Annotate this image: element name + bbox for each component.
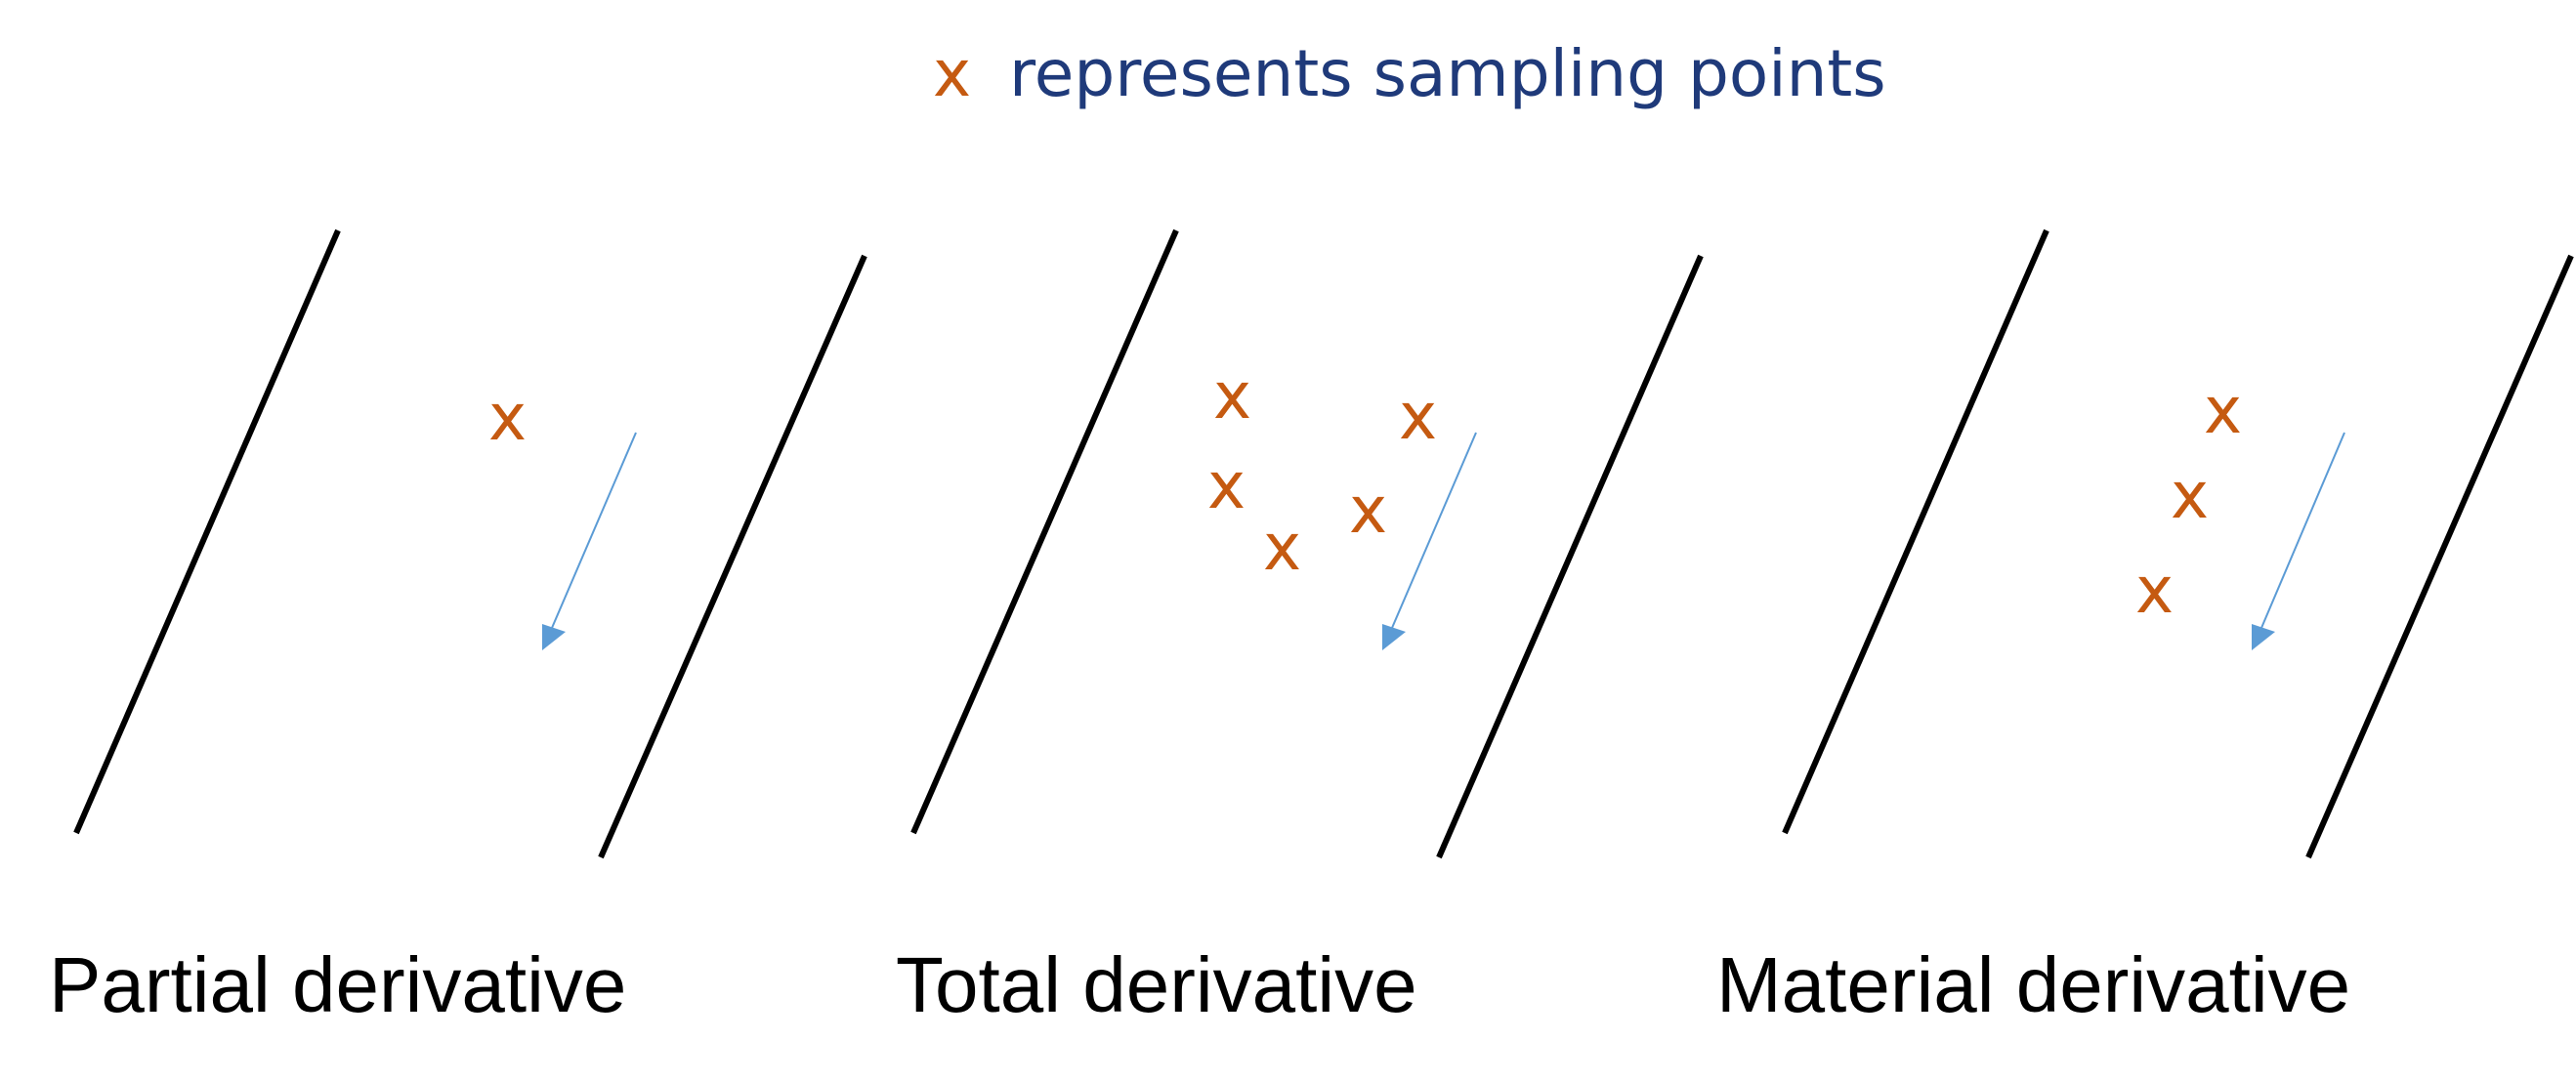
panel-caption: Material derivative: [1716, 941, 2350, 1028]
sampling-point-marker: x: [2204, 373, 2242, 448]
sampling-point-marker: x: [1263, 510, 1301, 585]
sampling-point-marker: x: [1399, 379, 1437, 454]
panel-partial-derivative: x Partial derivative: [49, 229, 867, 1028]
flow-arrow: [1382, 432, 1477, 650]
legend-text: represents sampling points: [1009, 36, 1886, 111]
panel-material-derivative: x x x Material derivative: [1716, 229, 2574, 1028]
sampling-point-marker: x: [2171, 458, 2209, 533]
channel-right-line: [598, 254, 867, 859]
sampling-point-marker: x: [1207, 448, 1246, 523]
channel-right-line: [1436, 254, 1704, 859]
flow-arrow: [2252, 432, 2345, 650]
legend: x represents sampling points: [933, 36, 1886, 111]
channel-left-line: [1782, 229, 2049, 835]
panel-caption: Partial derivative: [49, 941, 626, 1028]
sampling-point-marker: x: [2135, 553, 2174, 628]
panel-total-derivative: x x x x x Total derivative: [896, 229, 1704, 1028]
sampling-point-marker: x: [1349, 473, 1387, 548]
legend-marker: x: [933, 36, 971, 111]
channel-left-line: [910, 229, 1179, 835]
flow-arrow: [542, 432, 637, 650]
sampling-point-marker: x: [1213, 358, 1251, 434]
sampling-point-marker: x: [488, 380, 527, 455]
panel-caption: Total derivative: [896, 941, 1417, 1028]
channel-right-line: [2305, 254, 2574, 859]
channel-left-line: [73, 229, 341, 835]
